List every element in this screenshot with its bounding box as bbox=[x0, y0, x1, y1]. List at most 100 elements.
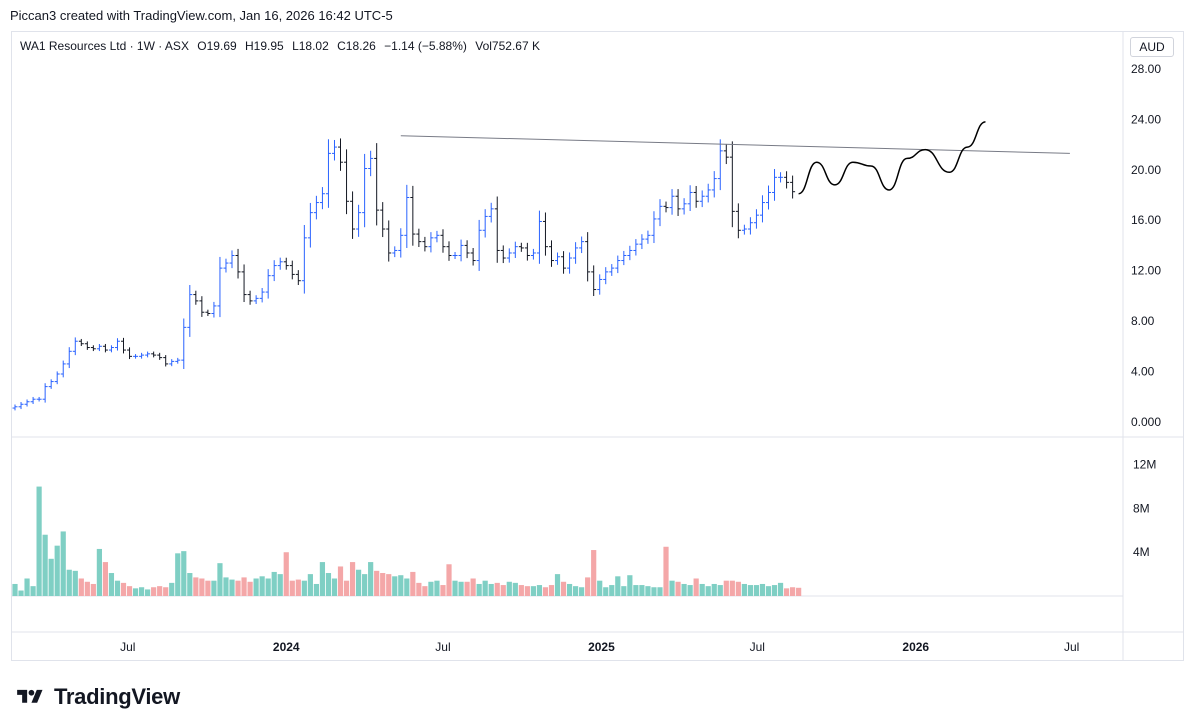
volume-bar bbox=[416, 582, 422, 596]
volume-bar bbox=[277, 574, 283, 596]
volume-bar bbox=[796, 587, 802, 596]
volume-bar bbox=[181, 551, 187, 596]
volume-bar bbox=[639, 585, 645, 596]
volume-bar bbox=[114, 580, 121, 596]
price-tick-label: 16.00 bbox=[1131, 213, 1161, 227]
volume-bar bbox=[729, 580, 735, 596]
legend-close: C18.26 bbox=[337, 39, 376, 53]
volume-bar bbox=[386, 574, 392, 596]
volume-bar bbox=[84, 581, 90, 596]
volume-bar bbox=[741, 583, 747, 596]
ohlc-bars bbox=[12, 138, 796, 411]
legend-low: L18.02 bbox=[292, 39, 329, 53]
tradingview-logo-text: TradingView bbox=[54, 684, 180, 709]
volume-bar bbox=[349, 562, 356, 596]
volume-bar bbox=[247, 581, 253, 596]
volume-bar bbox=[151, 587, 157, 596]
volume-bar bbox=[283, 552, 289, 596]
volume-bar bbox=[271, 571, 277, 596]
volume-bar bbox=[518, 585, 524, 596]
volume-bar bbox=[705, 586, 711, 596]
volume-bar bbox=[331, 578, 338, 596]
time-tick-label: 2024 bbox=[273, 640, 300, 654]
volume-bar bbox=[301, 580, 307, 596]
volume-bar bbox=[253, 578, 259, 596]
volume-bar bbox=[548, 585, 555, 596]
volume-bar bbox=[735, 581, 741, 596]
volume-bar bbox=[530, 586, 537, 596]
volume-bar bbox=[265, 578, 271, 596]
price-tick-label: 12.00 bbox=[1131, 264, 1161, 278]
volume-bar bbox=[30, 586, 36, 596]
price-tick-label: 0.000 bbox=[1131, 415, 1161, 429]
volume-bar bbox=[392, 576, 398, 596]
price-axis[interactable]: 28.00 24.00 20.00 16.00 12.00 8.00 4.00 0.000 bbox=[1131, 62, 1161, 429]
volume-bar bbox=[235, 580, 241, 596]
volume-bar bbox=[494, 582, 500, 596]
volume-bar bbox=[783, 588, 790, 596]
legend-volume: Vol752.67 K bbox=[475, 39, 540, 53]
volume-bar bbox=[169, 582, 175, 596]
volume-bar bbox=[790, 587, 796, 596]
volume-bar bbox=[512, 582, 518, 596]
volume-bar bbox=[759, 583, 766, 596]
volume-bar bbox=[120, 582, 127, 596]
volume-bars bbox=[12, 486, 802, 596]
volume-bar bbox=[603, 587, 609, 596]
volume-bar bbox=[434, 580, 440, 596]
volume-bar bbox=[747, 585, 754, 596]
price-tick-label: 4.00 bbox=[1131, 364, 1155, 378]
volume-bar bbox=[42, 534, 48, 596]
chart-frame[interactable] bbox=[11, 31, 1184, 661]
volume-bar bbox=[138, 587, 145, 596]
volume-bar bbox=[398, 575, 404, 596]
volume-bar bbox=[572, 586, 579, 596]
volume-bar bbox=[12, 583, 18, 596]
volume-bar bbox=[362, 574, 368, 596]
volume-tick-label: 12M bbox=[1133, 458, 1156, 472]
volume-bar bbox=[591, 550, 597, 596]
volume-bar bbox=[404, 578, 410, 596]
volume-bar bbox=[175, 553, 181, 596]
volume-bar bbox=[627, 575, 633, 596]
volume-bar bbox=[711, 583, 717, 596]
resistance-trendline bbox=[400, 135, 1070, 154]
volume-bar bbox=[355, 569, 362, 596]
volume-bar bbox=[633, 585, 639, 596]
volume-bar bbox=[615, 576, 621, 596]
volume-bar bbox=[205, 580, 211, 596]
volume-bar bbox=[24, 578, 30, 596]
volume-bar bbox=[651, 587, 657, 596]
time-tick-label: 2025 bbox=[588, 640, 615, 654]
volume-bar bbox=[446, 564, 452, 596]
volume-bar bbox=[585, 577, 591, 596]
volume-bar bbox=[717, 585, 723, 596]
volume-bar bbox=[132, 588, 139, 596]
volume-bar bbox=[422, 586, 428, 596]
tradingview-logo-icon bbox=[17, 689, 43, 703]
volume-bar bbox=[54, 545, 60, 596]
volume-bar bbox=[476, 583, 482, 596]
attribution-text: Piccan3 created with TradingView.com, Ja… bbox=[10, 8, 393, 23]
drawings-layer[interactable] bbox=[400, 121, 1070, 195]
volume-bar bbox=[440, 585, 446, 596]
volume-bar bbox=[199, 578, 205, 596]
legend-symbol[interactable]: WA1 Resources Ltd · 1W · ASX bbox=[20, 39, 189, 53]
volume-axis[interactable]: 12M 8M 4M bbox=[1133, 458, 1156, 560]
volume-bar bbox=[380, 573, 386, 596]
time-tick-label: Jul bbox=[1064, 640, 1079, 654]
price-tick-label: 28.00 bbox=[1131, 62, 1161, 76]
volume-bar bbox=[428, 581, 434, 596]
volume-bar bbox=[410, 571, 416, 596]
volume-bar bbox=[72, 570, 78, 596]
volume-bar bbox=[343, 580, 350, 596]
volume-bar bbox=[211, 580, 217, 596]
volume-bar bbox=[560, 581, 567, 596]
volume-tick-label: 8M bbox=[1133, 501, 1150, 515]
time-axis[interactable]: Jul 2024 Jul 2025 Jul 2026 Jul bbox=[120, 640, 1079, 654]
volume-bar bbox=[458, 581, 464, 596]
currency-badge[interactable]: AUD bbox=[1130, 37, 1174, 57]
volume-bar bbox=[765, 586, 772, 596]
volume-bar bbox=[554, 574, 561, 596]
